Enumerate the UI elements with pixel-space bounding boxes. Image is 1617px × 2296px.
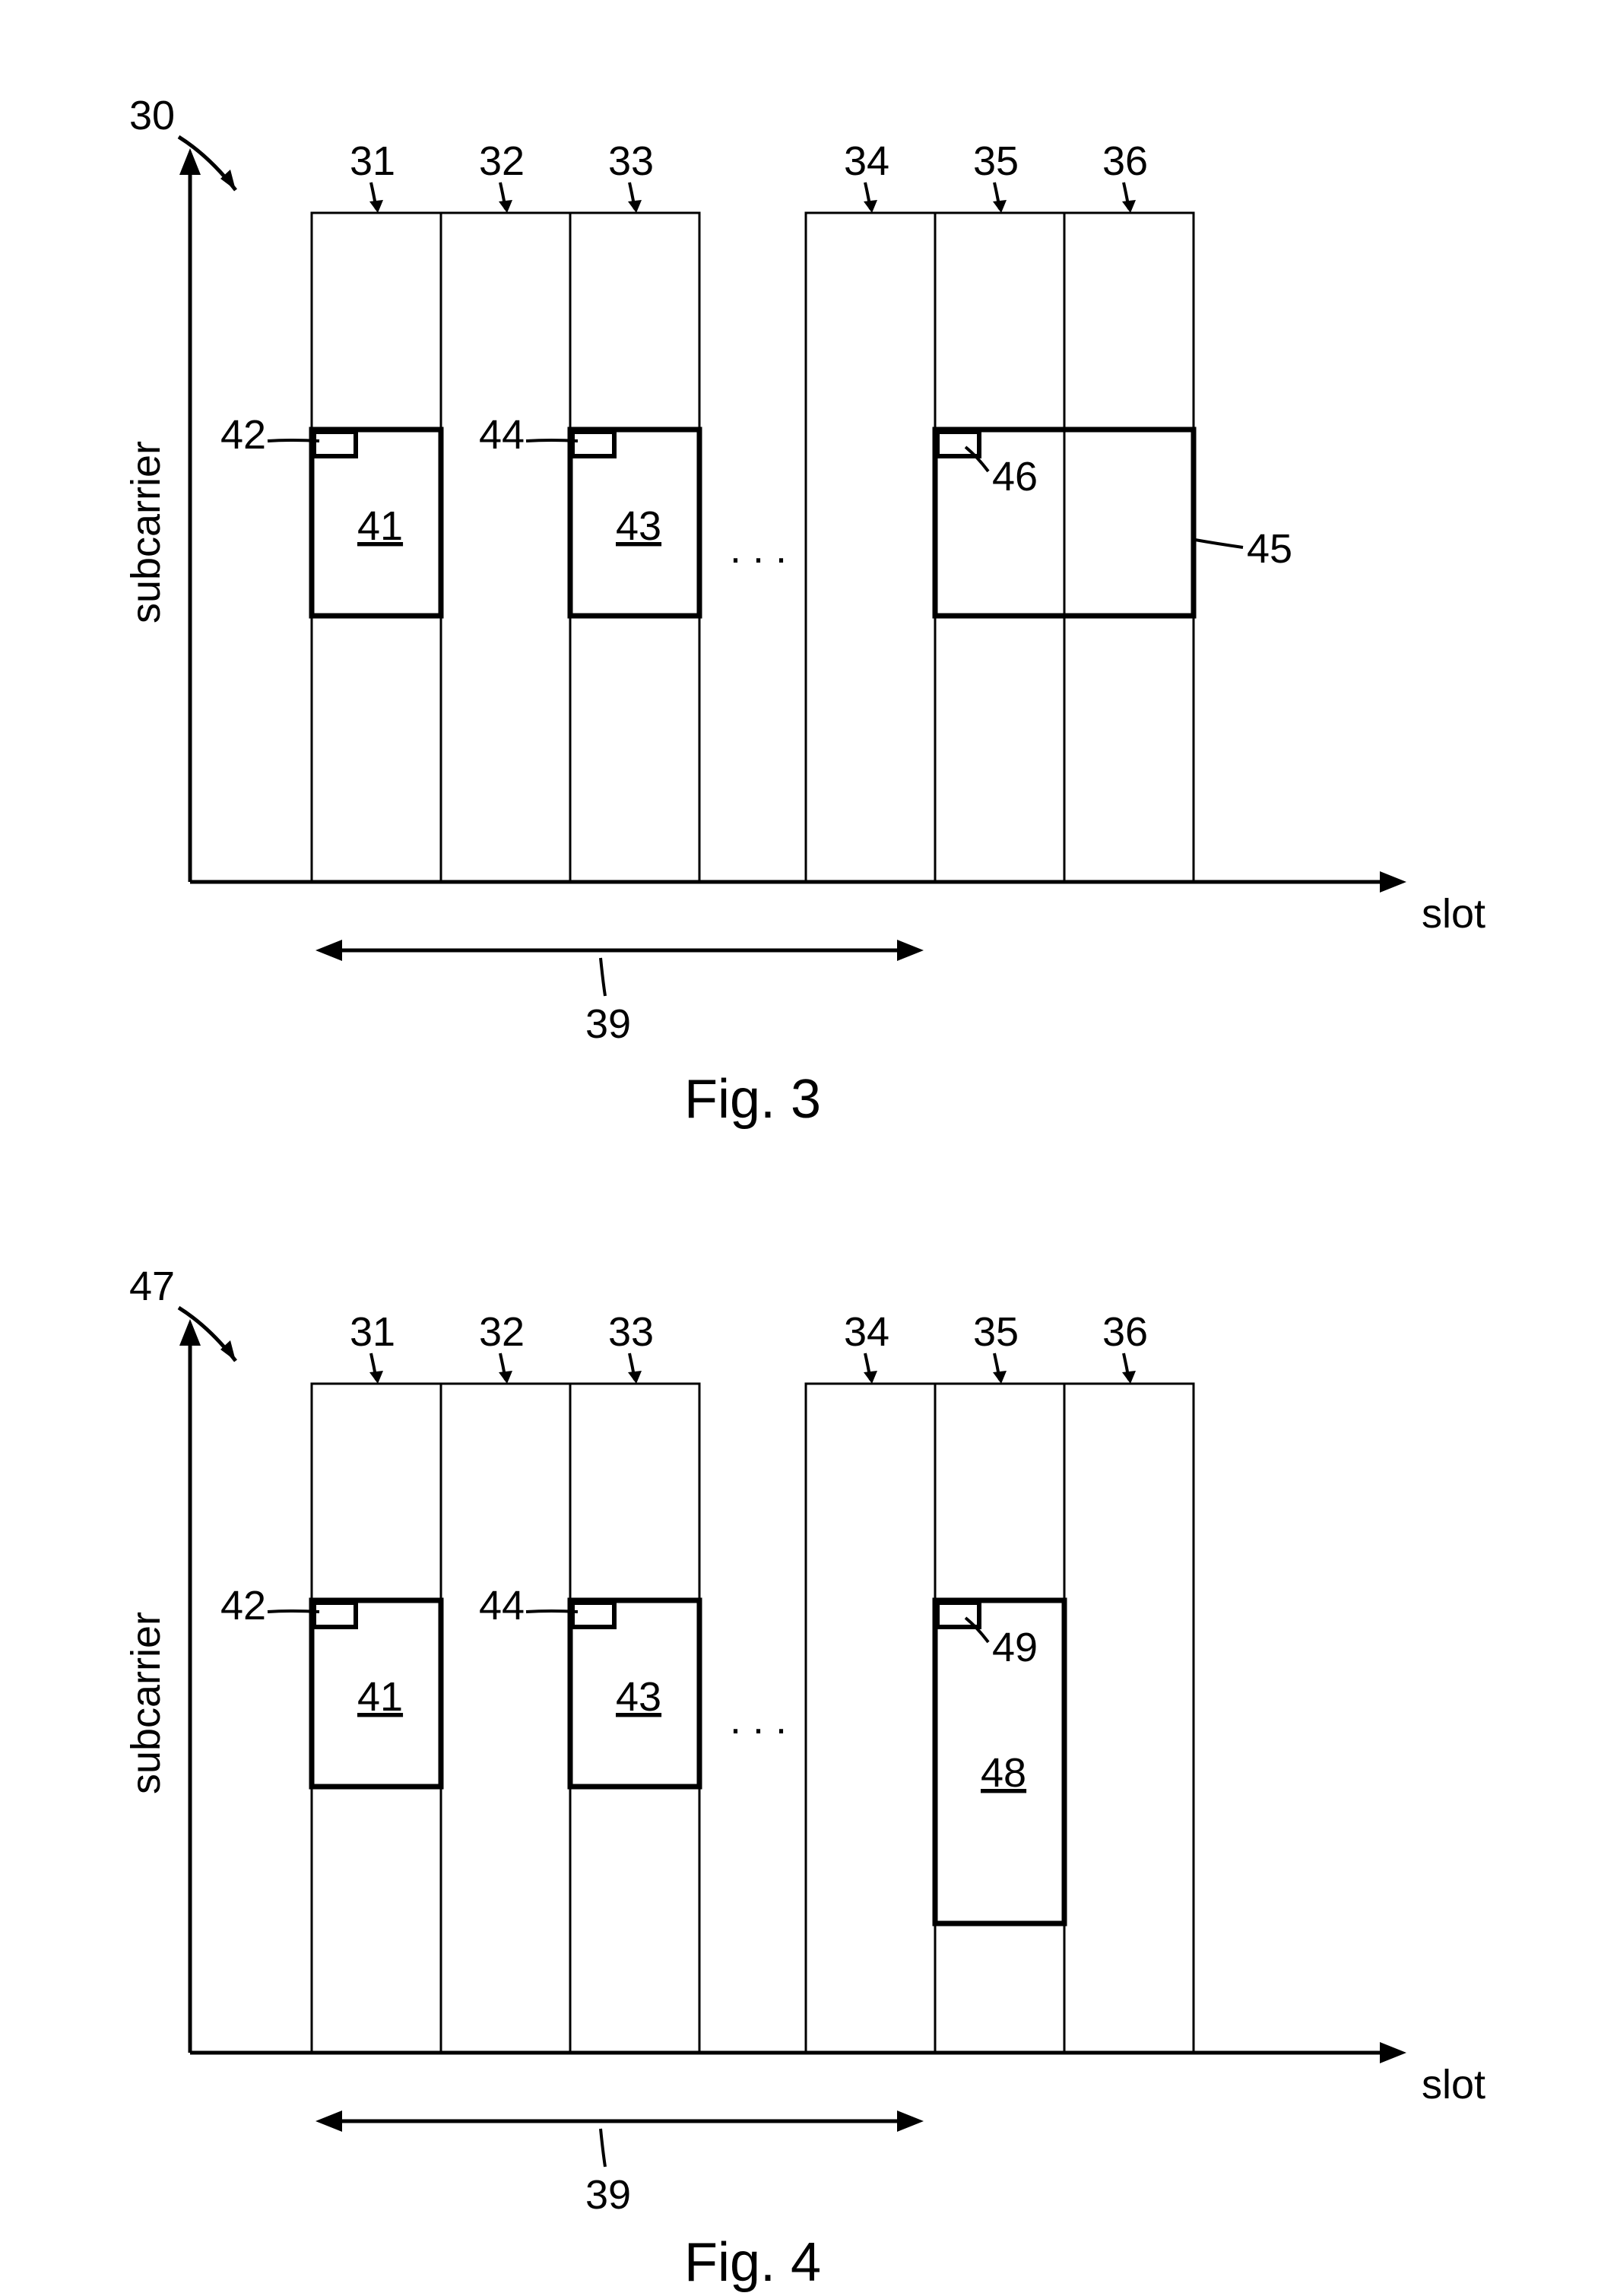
fig3-col-leader-36-head [1122,200,1136,213]
fig3-window-label: 39 [585,1001,631,1047]
fig4-col-label-31: 31 [350,1309,395,1355]
fig4-tab-leader-44 [526,1611,578,1612]
fig4-x-axis-label: slot [1422,2062,1485,2107]
fig4-col-label-34: 34 [844,1309,889,1355]
fig4-box-label-41: 41 [357,1674,403,1720]
fig3-window-arrow-right [897,940,924,961]
fig4-gap-dots: . . . [730,1697,787,1743]
fig4-tab-42 [314,1603,356,1627]
fig3-tab-44 [572,432,614,456]
fig3-tab-leader-42 [268,440,319,441]
fig3-tab-label-46: 46 [992,454,1038,499]
figure-3: 30 subcarrier slot 31 [123,93,1485,1130]
fig3-col-leader-35-head [993,200,1007,213]
fig3-col-leader-33-head [628,200,642,213]
fig4-y-axis-label: subcarrier [123,1612,169,1794]
fig4-id-label: 47 [129,1264,175,1309]
fig3-tab-label-44: 44 [479,412,525,458]
figure-4: 47 subcarrier slot 31 32 [123,1264,1485,2293]
fig4-col-label-35: 35 [973,1309,1019,1355]
fig4-box-label-48: 48 [981,1750,1026,1796]
diagram-page: 30 subcarrier slot 31 [0,0,1617,2296]
fig3-gap-dots: . . . [730,526,787,572]
fig4-x-axis-arrow [1380,2042,1406,2063]
fig3-col-leader-32-head [499,200,512,213]
fig4-col-leader-35-head [993,1371,1007,1384]
fig3-col-label-33: 33 [608,138,654,184]
fig3-x-axis-arrow [1380,871,1406,893]
fig4-window-label-leader [601,2129,605,2167]
fig3-col-label-35: 35 [973,138,1019,184]
fig4-col-34 [806,1384,935,2053]
fig3-col-leader-31-head [369,200,383,213]
fig4-col-leader-34-head [864,1371,877,1384]
fig4-col-label-32: 32 [479,1309,525,1355]
fig4-col-leader-36-head [1122,1371,1136,1384]
fig3-col-label-31: 31 [350,138,395,184]
fig3-tab-42 [314,432,356,456]
fig3-col-34 [806,213,935,882]
fig3-col-label-34: 34 [844,138,889,184]
fig4-col-label-33: 33 [608,1309,654,1355]
fig4-col-36 [1064,1384,1194,2053]
fig3-x-axis-label: slot [1422,891,1485,937]
fig4-tab-44 [572,1603,614,1627]
fig3-window-label-leader [601,958,605,996]
fig4-col-label-36: 36 [1102,1309,1148,1355]
fig3-col-leader-34-head [864,200,877,213]
fig4-window-arrow-left [315,2110,342,2132]
fig3-col-35 [935,213,1064,882]
fig3-box-label-43: 43 [616,503,661,549]
fig3-box-label-41: 41 [357,503,403,549]
fig3-box-label-45: 45 [1247,526,1292,572]
fig3-box-leader-45 [1195,540,1243,547]
fig3-col-36 [1064,213,1194,882]
fig3-y-axis-label: subcarrier [123,441,169,623]
fig3-id-label: 30 [129,93,175,138]
fig3-tab-leader-44 [526,440,578,441]
fig4-tab-label-49: 49 [992,1625,1038,1670]
fig4-col-leader-33-head [628,1371,642,1384]
fig3-tab-label-42: 42 [220,412,266,458]
fig4-box-label-43: 43 [616,1674,661,1720]
fig4-window-label: 39 [585,2172,631,2218]
fig4-col-35 [935,1384,1064,2053]
fig4-caption: Fig. 4 [684,2232,821,2293]
fig4-window-arrow-right [897,2110,924,2132]
fig4-col-32 [441,1384,570,2053]
fig3-window-arrow-left [315,940,342,961]
fig3-col-label-36: 36 [1102,138,1148,184]
fig4-col-leader-32-head [499,1371,512,1384]
fig4-tab-leader-42 [268,1611,319,1612]
fig3-col-label-32: 32 [479,138,525,184]
fig3-col-32 [441,213,570,882]
fig3-caption: Fig. 3 [684,1069,821,1130]
fig4-col-leader-31-head [369,1371,383,1384]
fig4-tab-label-44: 44 [479,1583,525,1628]
fig4-tab-label-42: 42 [220,1583,266,1628]
